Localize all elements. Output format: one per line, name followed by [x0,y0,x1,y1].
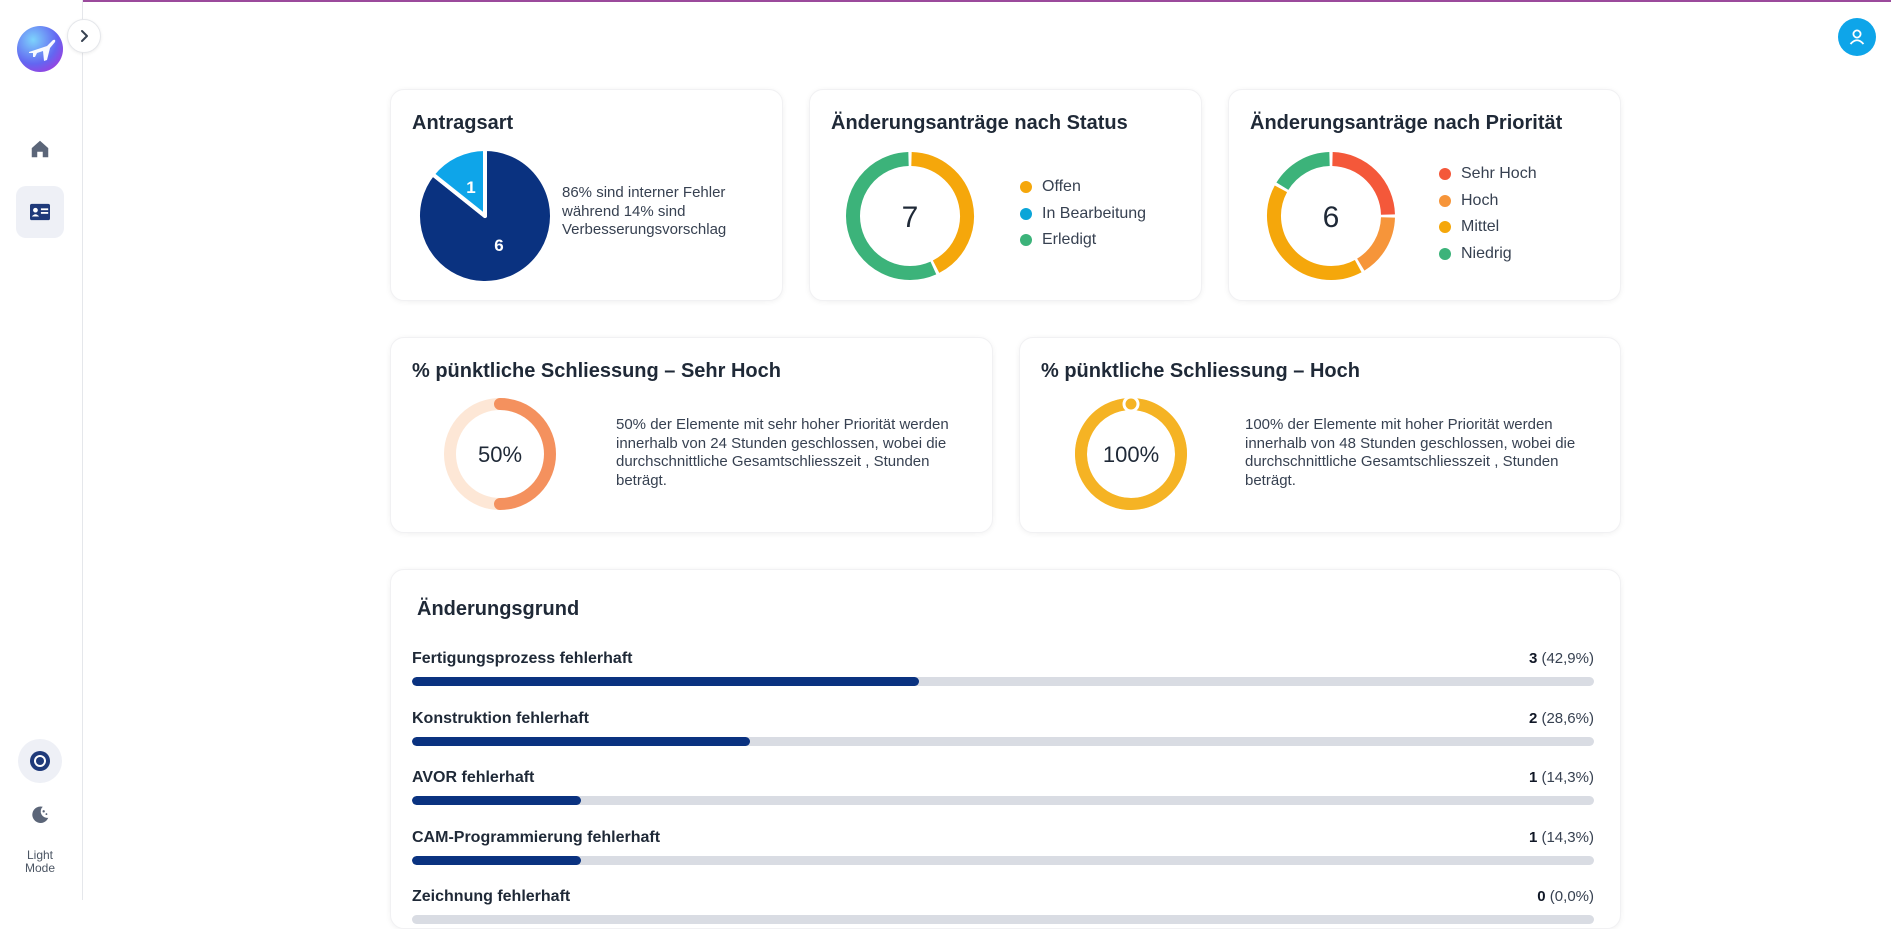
moon-icon [32,806,49,823]
donut-segment[interactable] [911,152,974,273]
bar-fill[interactable] [412,796,581,805]
status-donut-chart: 7 [846,152,974,280]
pie-slice-label: 6 [494,236,503,255]
legend-item: Sehr Hoch [1439,161,1537,188]
donut-center-label: 6 [1323,201,1340,234]
bar-fill[interactable] [412,736,750,746]
donut-segment[interactable] [1267,185,1362,280]
donut-center-label: 7 [902,201,919,234]
bar-category-label: CAM-Programmierung fehlerhaft [412,828,661,846]
theme-mode-label: Light Mode [24,848,56,875]
nav-change-requests[interactable] [16,186,64,238]
sidebar: Light Mode [0,0,83,900]
pie-slice-label: 1 [466,178,475,197]
card-title: Änderungsgrund [417,598,580,620]
card-title: Antragsart [412,112,514,134]
gauge-value-arc [1075,398,1187,510]
legend-dot [1020,234,1032,247]
card-title: % pünktliche Schliessung – Sehr Hoch [412,360,781,382]
legend-dot [1439,247,1451,260]
bar-category-label: Konstruktion fehlerhaft [412,709,589,727]
legend-label: Sehr Hoch [1461,165,1537,183]
card-schliessung-hoch: % pünktliche Schliessung – Hoch 100% 100… [1019,337,1621,533]
bar-fill[interactable] [412,677,919,686]
antragsart-description: 86% sind interner Fehler während 14% sin… [562,184,727,238]
legend-label: In Bearbeitung [1042,204,1147,222]
gauge-center-label: 50% [478,442,522,467]
priority-donut-chart: 6 [1267,152,1395,280]
legend-item: Mittel [1439,214,1537,241]
home-icon [31,140,49,158]
card-status: Änderungsanträge nach Status 7 Offen In … [809,89,1202,301]
user-icon [1849,29,1865,45]
pie-slice[interactable] [430,147,487,218]
legend-item: Erledigt [1020,227,1146,254]
card-title: Änderungsanträge nach Status [831,112,1128,134]
airplane-icon [29,39,56,61]
card-title: % pünktliche Schliessung – Hoch [1041,360,1360,382]
bar-category-label: Fertigungsprozess fehlerhaft [412,650,633,667]
legend-dot [1439,221,1451,234]
top-accent-line [0,0,1891,2]
card-prioritaet: Änderungsanträge nach Priorität 6 Sehr H… [1228,89,1621,301]
legend-label: Mittel [1461,218,1500,236]
card-title: Änderungsanträge nach Priorität [1250,112,1563,134]
legend-label: Niedrig [1461,244,1512,262]
legend-dot [1020,181,1032,194]
gauge-end-marker [1122,395,1140,413]
donut-segment[interactable] [1356,217,1395,271]
bar-category-label: Zeichnung fehlerhaft [412,888,571,905]
legend-dot [1439,168,1451,181]
legend-label: Erledigt [1042,231,1097,249]
on-time-closure-very-high-gauge: 50% [444,398,556,510]
light-mode-toggle[interactable] [18,739,62,783]
dark-mode-toggle[interactable] [22,800,58,830]
card-schliessung-sehr-hoch: % pünktliche Schliessung – Sehr Hoch 50%… [390,337,993,533]
gauge-value-arc [494,398,556,510]
bar-value-label: 3 (42,9%) [1528,650,1594,667]
chevron-right-icon [81,30,88,42]
legend-item: Niedrig [1439,241,1537,268]
legend-label: Hoch [1461,191,1499,209]
legend-item: Offen [1020,174,1146,201]
bar-track [412,736,1594,746]
id-card-icon [30,203,50,221]
donut-segment[interactable] [846,152,937,280]
bar-category-label: AVOR fehlerhaft [412,769,535,786]
schliessung-sehr-hoch-description: 50% der Elemente mit sehr hoher Prioritä… [616,416,949,489]
bar-track [412,855,1594,865]
legend-item: Hoch [1439,188,1537,215]
priority-legend: Sehr Hoch Hoch Mittel Niedrig [1439,161,1537,267]
app-logo[interactable] [17,26,63,72]
bar-track [412,796,1594,805]
legend-item: In Bearbeitung [1020,201,1146,228]
request-type-pie-chart: 61 [416,147,554,285]
nav-home[interactable] [16,129,64,169]
status-legend: Offen In Bearbeitung Erledigt [1020,174,1146,254]
bar-value-label: 2 (28,6%) [1528,709,1594,727]
user-profile-button[interactable] [1838,18,1876,56]
legend-dot [1020,207,1032,220]
legend-label: Offen [1042,178,1081,196]
on-time-closure-high-gauge: 100% [1075,395,1187,510]
card-aenderungsgrund: Änderungsgrund Fertigungsprozess fehlerh… [390,569,1621,929]
donut-segment[interactable] [1276,152,1330,191]
bar-fill[interactable] [412,855,581,865]
expand-sidebar-button[interactable] [67,19,101,53]
bar-track [412,915,1594,924]
legend-dot [1439,194,1451,207]
bar-value-label: 0 (0,0%) [1537,888,1594,905]
bar-value-label: 1 (14,3%) [1528,828,1594,846]
gauge-center-label: 100% [1103,442,1159,467]
donut-segment[interactable] [1332,152,1395,215]
bar-track [412,677,1594,686]
bar-value-label: 1 (14,3%) [1528,769,1594,786]
sun-icon [30,751,50,771]
schliessung-hoch-description: 100% der Elemente mit hoher Priorität we… [1245,416,1576,489]
